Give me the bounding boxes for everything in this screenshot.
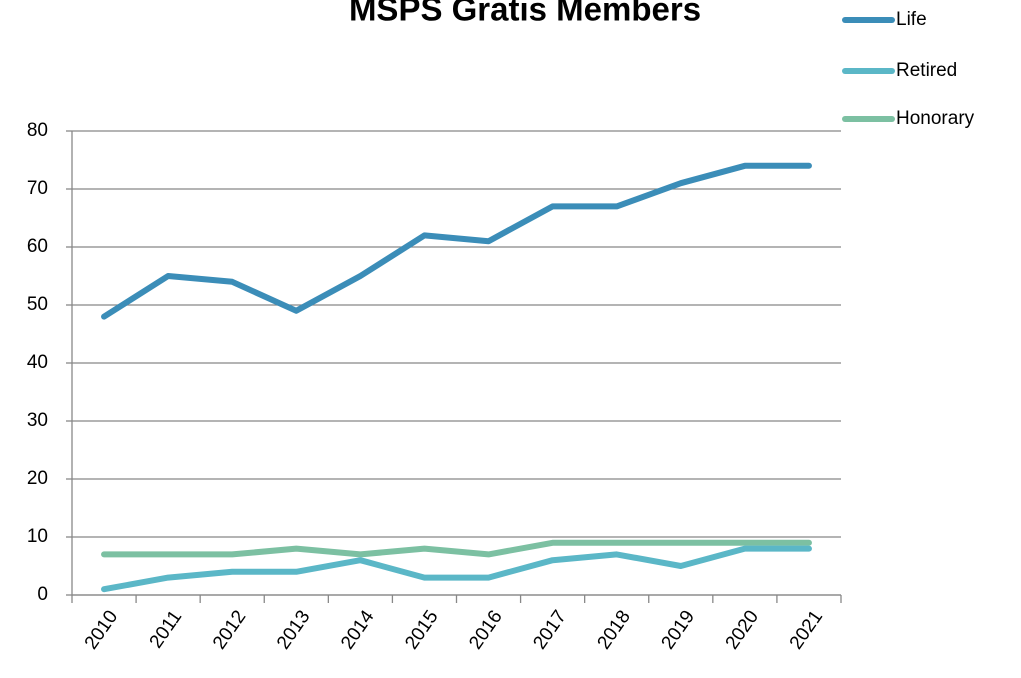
y-tick-label: 80 <box>27 120 48 141</box>
y-tick-label: 50 <box>27 294 48 315</box>
legend-label: Retired <box>896 60 957 81</box>
x-tick-label: 2021 <box>786 607 827 654</box>
x-tick-label: 2016 <box>465 607 506 654</box>
legend-label: Honorary <box>896 108 975 129</box>
y-tick-label: 10 <box>27 526 48 547</box>
y-tick-label: 30 <box>27 410 48 431</box>
series-line <box>101 162 812 320</box>
y-tick-label: 40 <box>27 352 48 373</box>
x-tick-label: 2017 <box>529 607 570 654</box>
x-tick-label: 2011 <box>146 607 187 653</box>
y-tick-label: 60 <box>27 236 48 257</box>
x-tick-label: 2010 <box>81 607 122 654</box>
x-tick-label: 2019 <box>658 607 699 654</box>
series-line <box>101 545 812 593</box>
x-tick-label: 2014 <box>337 606 379 653</box>
x-tick-label: 2013 <box>273 607 314 654</box>
chart-title: MSPS Gratis Members <box>349 0 701 28</box>
y-tick-label: 70 <box>27 178 48 199</box>
x-tick-label: 2018 <box>593 607 634 654</box>
x-tick-label: 2020 <box>722 607 763 654</box>
x-tick-label: 2015 <box>401 607 442 654</box>
legend-label: Life <box>896 9 927 30</box>
x-tick-label: 2012 <box>209 607 250 654</box>
y-tick-label: 0 <box>37 584 48 605</box>
series-line <box>101 539 812 558</box>
y-tick-label: 20 <box>27 468 48 489</box>
